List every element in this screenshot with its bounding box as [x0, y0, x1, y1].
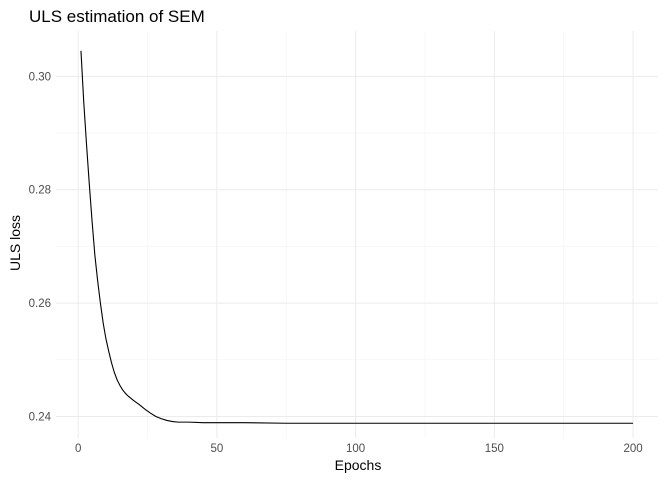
grid [56, 31, 658, 438]
x-axis-label: Epochs [335, 457, 382, 473]
y-axis-ticks: 0.24 0.26 0.28 0.30 [29, 71, 52, 423]
x-axis-ticks: 0 50 100 150 200 [75, 443, 643, 455]
chart-title: ULS estimation of SEM [29, 7, 205, 26]
y-tick-label: 0.28 [29, 185, 51, 197]
x-tick-label: 50 [211, 443, 224, 455]
y-tick-label: 0.24 [29, 411, 52, 423]
x-tick-label: 150 [485, 443, 504, 455]
x-tick-label: 200 [623, 443, 642, 455]
series-layer [80, 50, 634, 424]
series-line [80, 50, 634, 424]
y-tick-label: 0.30 [29, 71, 51, 83]
y-axis-label: ULS loss [7, 215, 23, 271]
x-tick-label: 100 [346, 443, 365, 455]
y-tick-label: 0.26 [29, 298, 51, 310]
x-tick-label: 0 [75, 443, 81, 455]
